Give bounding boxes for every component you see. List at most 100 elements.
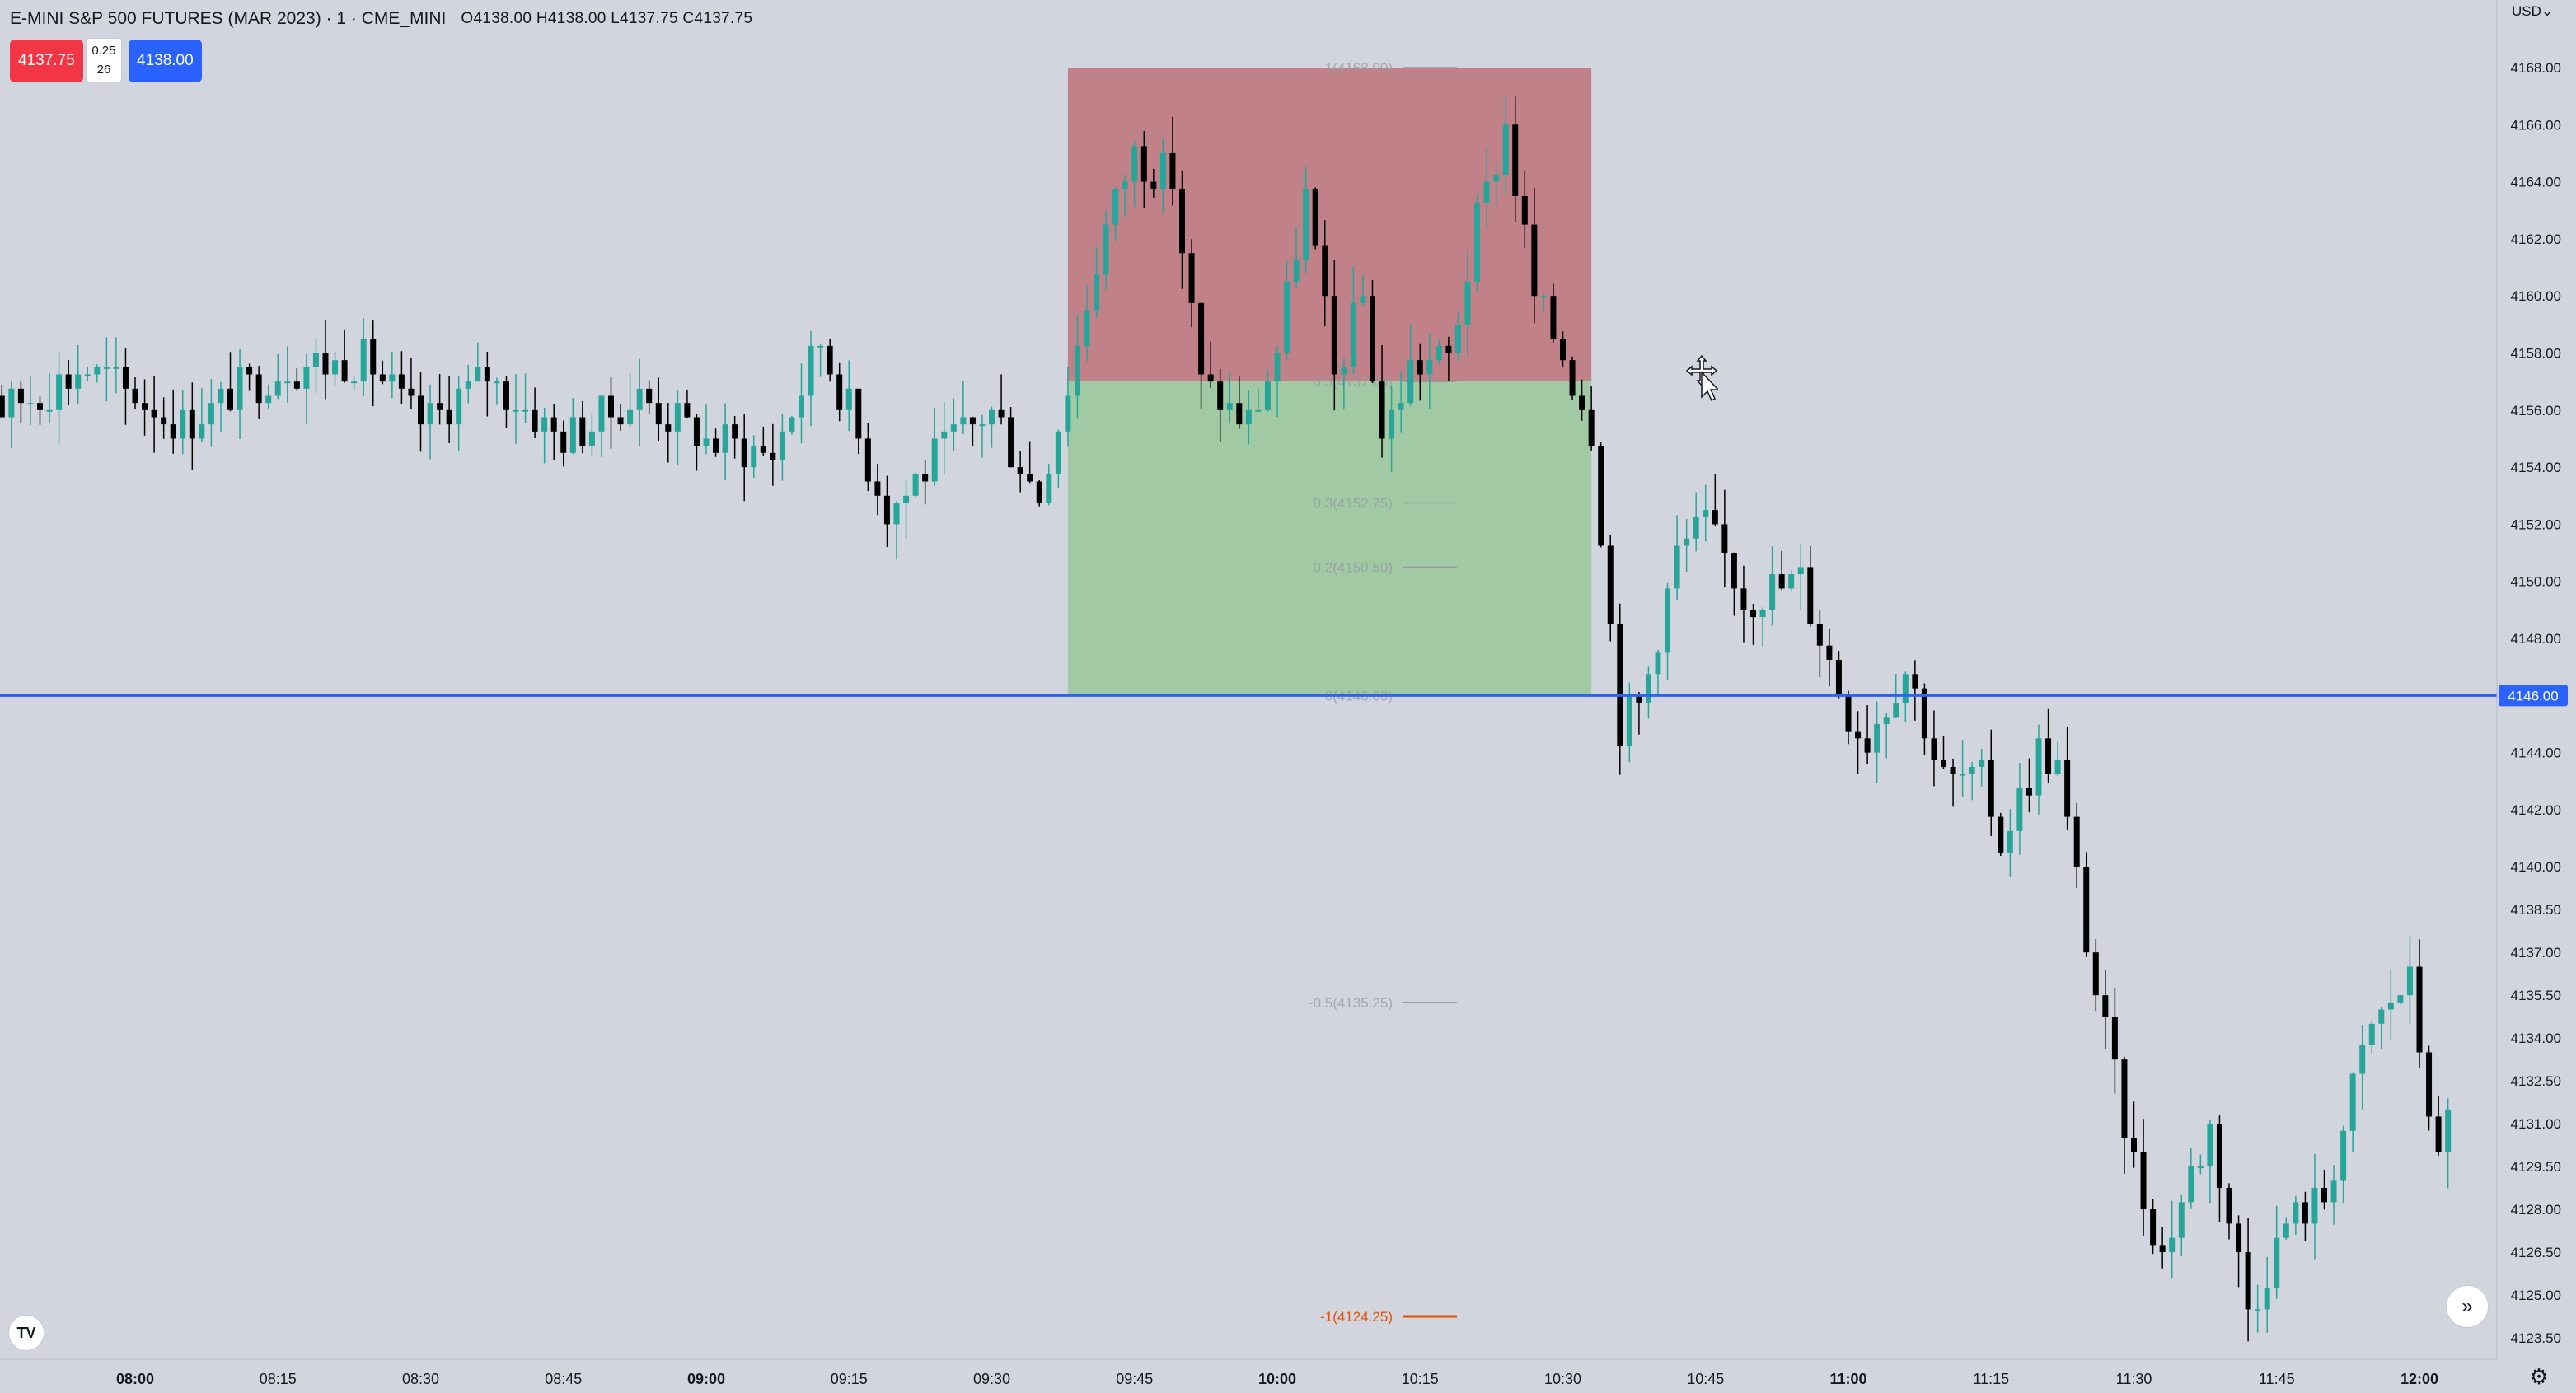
spread-quantity: 26 <box>96 63 111 77</box>
candle-body <box>1502 124 1509 175</box>
currency-selector[interactable]: USD⌄ <box>2512 3 2553 20</box>
price-tick-label: 4140.00 <box>2511 859 2561 875</box>
candle-body <box>2073 816 2080 867</box>
candle-body <box>817 345 824 348</box>
fibonacci-extension-levels: 1(4168.00)0.5(4157.00)0.3(4152.75)0.2(41… <box>1309 60 1457 1325</box>
price-tick-label: 4129.50 <box>2511 1159 2561 1175</box>
candle-body <box>2378 1009 2385 1024</box>
candle-body <box>1835 660 1842 696</box>
candle-body <box>799 395 804 418</box>
time-tick-label: 08:45 <box>545 1371 582 1387</box>
candle-body <box>808 345 814 396</box>
candle-body <box>579 417 586 446</box>
candle-body <box>341 360 348 382</box>
candle-body <box>1454 324 1461 353</box>
candle-body <box>1312 189 1318 246</box>
buy-button[interactable]: 4138.00 <box>129 40 202 82</box>
candle-body <box>550 417 557 432</box>
candle-body <box>1588 409 1595 446</box>
price-tick-label: 4123.50 <box>2511 1330 2561 1346</box>
candle-body <box>1122 181 1128 189</box>
horizontal-line-tool[interactable]: 4146.00 <box>0 685 2568 707</box>
candle-body <box>2245 1252 2251 1310</box>
candle-body <box>1941 760 1946 767</box>
candle-body <box>1950 766 1956 774</box>
candle-body <box>836 374 843 410</box>
sell-button[interactable]: 4137.75 <box>10 40 83 82</box>
candle-body <box>2111 1017 2118 1060</box>
candle-body <box>1740 588 1747 610</box>
candle-body <box>1027 474 1033 482</box>
candle-body <box>2293 1202 2299 1224</box>
candle-body <box>1883 717 1890 724</box>
candle-body <box>1560 339 1566 361</box>
candle-body <box>1617 624 1623 746</box>
gear-icon[interactable]: ⚙ <box>2529 1363 2549 1389</box>
candle-body <box>655 403 662 425</box>
candle-body <box>855 388 862 439</box>
candle-body <box>56 374 63 410</box>
time-axis[interactable]: 08:00 08:15 08:30 08:45 09:00 09:15 09:30 09:45… <box>0 1358 2497 1387</box>
candle-body <box>1531 224 1538 297</box>
candle-body <box>170 424 176 439</box>
candle-body <box>2102 995 2109 1017</box>
candle-body <box>1569 360 1576 396</box>
spread-indicator: 0.25 26 <box>86 38 122 82</box>
candle-body <box>2150 1209 2157 1246</box>
candle-body <box>522 409 529 412</box>
candle-body <box>208 403 214 425</box>
time-tick-label: 08:30 <box>402 1371 439 1387</box>
candle-body <box>1540 296 1547 298</box>
candle-body <box>503 381 509 410</box>
candle-body <box>2340 1130 2347 1181</box>
tradingview-logo-icon[interactable]: TV <box>8 1315 44 1351</box>
price-axis[interactable]: 4168.00 4166.00 4164.00 4162.00 4160.00 4158.… <box>2496 0 2561 1359</box>
candle-body <box>960 417 967 425</box>
time-tick-label: 11:45 <box>2259 1371 2295 1387</box>
reward-zone <box>1067 381 1592 696</box>
candle-body <box>2359 1045 2366 1074</box>
candle-body <box>922 474 929 482</box>
candle-body <box>2416 966 2423 1053</box>
candle-body <box>418 395 424 425</box>
candle-body <box>541 417 548 432</box>
candle-body <box>2330 1180 2337 1203</box>
candle-body <box>1322 245 1328 297</box>
candle-body <box>1521 195 1528 225</box>
scroll-to-realtime-button[interactable]: » <box>2446 1285 2489 1328</box>
candle-body <box>1921 688 1927 739</box>
candle-body <box>684 403 691 418</box>
candle-body <box>2054 760 2061 774</box>
candle-body <box>627 409 634 425</box>
candle-body <box>2007 830 2013 853</box>
candle-body <box>37 403 43 410</box>
time-tick-label: 10:00 <box>1258 1371 1296 1387</box>
candle-body <box>1284 281 1290 353</box>
candle-body <box>608 395 614 418</box>
candle-body <box>1855 731 1862 739</box>
price-tick-label: 4154.00 <box>2511 460 2561 475</box>
candle-body <box>1816 624 1823 646</box>
candle-body <box>456 388 462 425</box>
fib-level-label: -0.5(4135.25) <box>1309 995 1393 1011</box>
candle-body <box>1274 353 1281 382</box>
candle-body <box>113 367 119 369</box>
candle-body <box>1112 189 1119 225</box>
candle-body <box>293 381 300 389</box>
price-tick-label: 4166.00 <box>2511 117 2561 133</box>
candle-body <box>2264 1288 2270 1310</box>
price-tick-label: 4126.50 <box>2511 1245 2561 1260</box>
risk-zone <box>1067 68 1592 382</box>
candle-body <box>569 417 576 453</box>
symbol-title[interactable]: E-MINI S&P 500 FUTURES (MAR 2023) · 1 · … <box>10 9 447 28</box>
candle-body <box>1598 446 1604 546</box>
horizontal-line-price-label: 4146.00 <box>2508 688 2558 704</box>
time-tick-label: 10:45 <box>1687 1371 1724 1387</box>
candle-body <box>1264 381 1271 410</box>
fib-level-label: 0.3(4152.75) <box>1314 495 1393 511</box>
candle-body <box>1626 695 1632 746</box>
candle-body <box>2321 1188 2327 1203</box>
candle-body <box>760 446 766 453</box>
